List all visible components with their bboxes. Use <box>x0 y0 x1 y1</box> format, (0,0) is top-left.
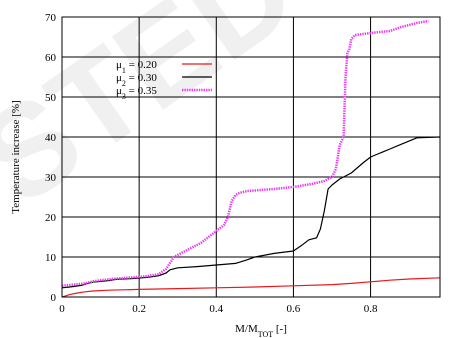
legend-symbol: μ <box>116 85 122 97</box>
plot-frame <box>61 16 441 298</box>
x-tick-label: 0.8 <box>364 303 378 315</box>
x-axis-label-sub: TOT <box>258 330 274 338</box>
y-axis-label: Temperature increase [%] <box>10 100 22 213</box>
watermark: STED <box>0 0 320 233</box>
series-line-1 <box>61 277 441 298</box>
legend-value: = 0.35 <box>126 85 157 97</box>
series-line-2 <box>61 136 441 289</box>
y-tick-label: 70 <box>45 12 57 24</box>
legend-value: = 0.20 <box>126 59 157 71</box>
legend-subscript: 3 <box>122 92 126 101</box>
tick-labels: 0 0.2 0.4 0.6 0.8 0 10 20 30 40 50 60 70 <box>45 12 378 315</box>
x-tick-label: 0.6 <box>287 303 301 315</box>
y-tick-label: 10 <box>45 252 57 264</box>
y-tick-label: 60 <box>45 52 57 64</box>
x-axis-label-main: M/M <box>235 323 258 335</box>
x-tick-label: 0.2 <box>132 303 146 315</box>
series-lines <box>61 19 441 298</box>
y-tick-label: 50 <box>45 92 57 104</box>
x-axis-label-suffix: [-] <box>273 323 287 335</box>
legend-symbol: μ <box>116 72 122 84</box>
y-tick-label: 0 <box>51 292 57 304</box>
legend-subscript: 2 <box>122 79 126 88</box>
x-tick-label: 0.4 <box>209 303 223 315</box>
y-tick-label: 30 <box>45 172 57 184</box>
legend-label-3: μ3 = 0.35 <box>116 85 157 101</box>
legend-subscript: 1 <box>122 66 126 75</box>
y-tick-label: 20 <box>45 212 57 224</box>
x-axis-label: M/MTOT [-] <box>235 323 287 338</box>
legend-value: = 0.30 <box>126 72 157 84</box>
legend-symbol: μ <box>116 59 122 71</box>
x-tick-label: 0 <box>59 303 65 315</box>
legend-label-2: μ2 = 0.30 <box>116 72 157 88</box>
y-tick-label: 40 <box>45 132 57 144</box>
legend-label-1: μ1 = 0.20 <box>116 59 157 75</box>
grid <box>62 17 440 297</box>
